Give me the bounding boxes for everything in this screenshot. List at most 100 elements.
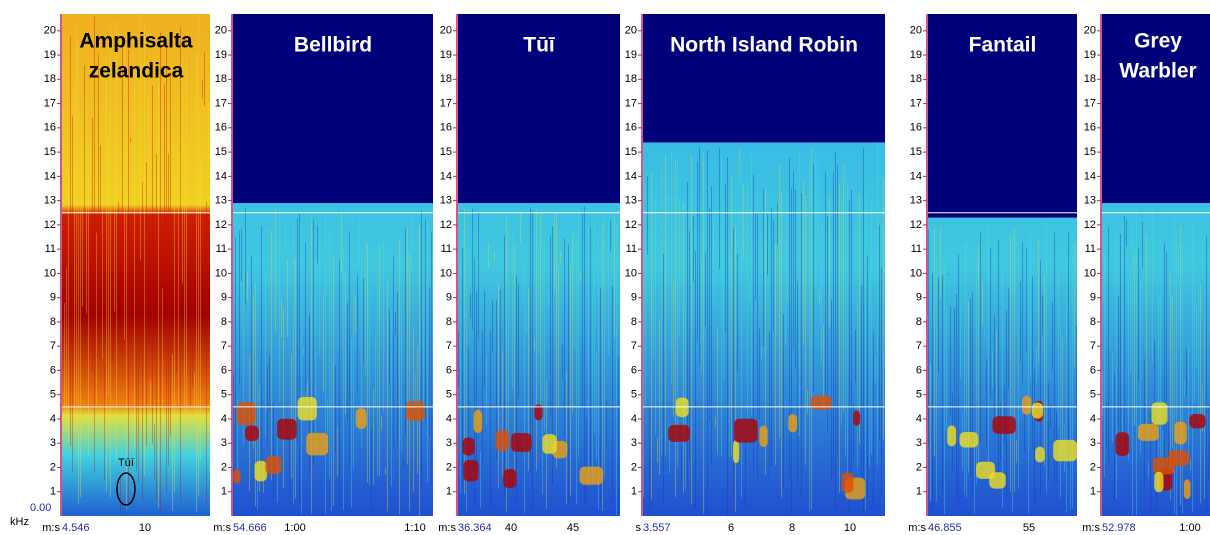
texture xyxy=(1058,247,1059,431)
texture xyxy=(196,52,197,513)
texture xyxy=(245,208,246,306)
texture xyxy=(154,424,155,480)
x-start: 46.855 xyxy=(928,522,962,534)
texture xyxy=(385,467,386,475)
call xyxy=(992,416,1016,434)
texture xyxy=(865,190,866,511)
y-tick-label: 15 xyxy=(440,146,452,158)
texture xyxy=(94,16,95,473)
texture xyxy=(118,202,119,242)
y-tick-label: 14 xyxy=(910,170,922,182)
texture xyxy=(1112,352,1113,443)
texture xyxy=(942,274,943,493)
panel: 1234567891011121314151617181920Fantailm:… xyxy=(908,14,1078,534)
texture xyxy=(807,390,808,414)
texture xyxy=(1042,295,1043,335)
y-tick-label: 6 xyxy=(916,364,922,376)
texture xyxy=(295,258,296,499)
texture xyxy=(1014,227,1015,493)
texture xyxy=(861,285,862,500)
unit-label: kHz xyxy=(10,516,29,528)
texture xyxy=(476,291,477,468)
texture xyxy=(1020,281,1021,362)
texture xyxy=(1202,385,1203,432)
texture xyxy=(363,278,364,363)
texture xyxy=(705,252,706,326)
texture xyxy=(1110,290,1111,292)
call xyxy=(759,425,768,447)
y-tick-label: 7 xyxy=(631,340,637,352)
texture xyxy=(1034,369,1035,505)
texture xyxy=(853,403,854,460)
texture xyxy=(1190,459,1191,470)
texture xyxy=(739,149,740,179)
texture xyxy=(1160,268,1161,460)
texture xyxy=(582,212,583,407)
texture xyxy=(1044,275,1045,466)
texture xyxy=(741,160,742,498)
texture xyxy=(64,303,65,409)
y-tick-label: 2 xyxy=(221,461,227,473)
texture xyxy=(504,235,505,496)
texture xyxy=(532,210,533,512)
texture xyxy=(100,145,101,288)
texture xyxy=(381,416,382,431)
texture xyxy=(158,64,159,508)
texture xyxy=(653,204,654,359)
texture xyxy=(562,345,563,381)
texture xyxy=(795,189,796,370)
y-tick-label: 20 xyxy=(44,25,56,37)
y-tick-label: 13 xyxy=(440,195,452,207)
texture xyxy=(1114,374,1115,501)
call xyxy=(989,472,1006,489)
texture xyxy=(863,148,864,514)
texture xyxy=(1046,220,1047,494)
y-tick-label: 1 xyxy=(1090,486,1096,498)
texture xyxy=(397,292,398,447)
y-tick-label: 5 xyxy=(631,389,637,401)
y-tick-label: 4 xyxy=(50,413,56,425)
texture xyxy=(166,45,167,491)
texture xyxy=(365,240,366,376)
texture xyxy=(325,203,326,515)
texture xyxy=(570,265,571,496)
texture xyxy=(608,214,609,355)
y-tick-label: 2 xyxy=(916,461,922,473)
call xyxy=(1151,402,1168,425)
texture xyxy=(1066,258,1067,513)
texture xyxy=(403,459,404,468)
texture xyxy=(556,213,557,469)
texture xyxy=(1144,359,1145,486)
texture xyxy=(934,227,935,457)
texture xyxy=(349,230,350,467)
texture xyxy=(1186,348,1187,397)
texture xyxy=(735,225,736,512)
texture xyxy=(655,199,656,436)
y-tick-label: 11 xyxy=(911,243,922,255)
x-prefix: m:s xyxy=(1082,522,1100,534)
texture xyxy=(309,315,310,472)
texture xyxy=(152,85,153,444)
texture xyxy=(604,214,605,479)
y-tick-label: 15 xyxy=(910,146,922,158)
y-tick-label: 18 xyxy=(215,73,227,85)
texture xyxy=(478,212,479,339)
texture xyxy=(789,158,790,477)
texture xyxy=(1002,243,1003,509)
texture xyxy=(799,149,800,437)
texture xyxy=(1136,204,1137,516)
call xyxy=(853,410,861,426)
texture xyxy=(307,381,308,411)
texture xyxy=(1024,401,1025,453)
texture xyxy=(255,282,256,507)
texture xyxy=(667,195,668,202)
texture xyxy=(765,190,766,475)
y-tick-label: 20 xyxy=(215,25,227,37)
texture xyxy=(1076,326,1077,451)
texture xyxy=(331,237,332,512)
texture xyxy=(150,380,151,407)
texture xyxy=(928,229,929,447)
texture xyxy=(803,181,804,345)
